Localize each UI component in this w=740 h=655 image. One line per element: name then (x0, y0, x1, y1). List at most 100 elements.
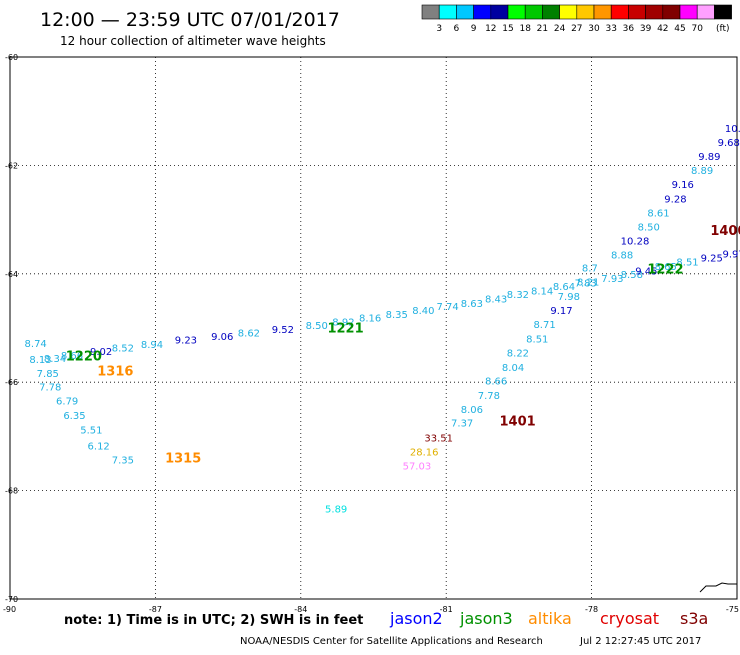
wave-height-value: 8.13 (29, 355, 51, 366)
legend-tick-label: 3 (436, 24, 442, 34)
legend-tick-label: 24 (554, 24, 566, 34)
wave-height-value: 8.62 (238, 329, 260, 340)
wave-height-value: 8.34 (44, 354, 66, 365)
legend-swatch (456, 4, 474, 20)
legend-swatch (524, 4, 543, 20)
pass-time-label: 1220 (66, 350, 102, 365)
latitude-label: -70 (5, 595, 18, 604)
wave-height-value: 57.03 (403, 461, 432, 472)
wave-height-value: 9.06 (211, 332, 233, 343)
legend-tick-label: 33 (605, 24, 616, 34)
wave-height-value: 8.43 (485, 295, 507, 306)
pass-time-label: 1400 (710, 224, 740, 239)
legend-swatch (714, 4, 732, 20)
wave-height-value: 9.68 (718, 138, 740, 149)
legend-tick-label: 36 (623, 24, 635, 34)
wave-height-points: 8.748.138.348.66 9.02 8.52 8.94 9.23 9.06 8.62… (25, 110, 740, 516)
wave-height-value: 8.06 (461, 405, 483, 416)
axis-labels: -60 -62 -64 -66 -68 -70-90 -87 -84 -81 -78 -75 (3, 53, 739, 614)
wave-height-value: 8.32 (507, 290, 529, 301)
wave-height-value: 7.85 (37, 369, 59, 380)
plot-frame (9, 56, 738, 600)
longitude-label: -84 (294, 605, 307, 614)
wave-height-value: 8.35 (386, 310, 408, 321)
wave-height-value: 8.94 (141, 340, 163, 351)
satellite-name-jason3: jason3 (459, 609, 513, 628)
satellite-legend: jason2 jason3 altika cryosat s3a (389, 609, 708, 628)
longitude-label: -81 (440, 605, 453, 614)
timestamp-text: Jul 2 12:27:45 UTC 2017 (579, 636, 701, 647)
wave-height-value: 8.16 (359, 313, 381, 324)
wave-height-value: 6.35 (63, 411, 85, 422)
wave-height-value: 7.78 (39, 382, 61, 393)
wave-height-value: 6.12 (88, 441, 110, 452)
legend-tick-label: 42 (657, 24, 668, 34)
wave-height-value: 7.35 (112, 456, 134, 467)
satellite-name-jason2: jason2 (389, 609, 443, 628)
longitude-label: -90 (3, 605, 16, 614)
wave-height-value: 7.83 (575, 278, 597, 289)
satellite-name-cryosat: cryosat (600, 609, 659, 628)
wave-height-value: 8.92 (332, 317, 354, 328)
wave-height-value: 8.64 (553, 282, 575, 293)
wave-height-value: 8.50 (306, 321, 328, 332)
wave-height-value: 9.28 (664, 194, 686, 205)
pass-time-label: 1315 (165, 451, 201, 466)
color-legend-labels: 3 6 9 12 15 18 21 24 27 30 33 36 39 42 45 70 (436, 24, 703, 34)
wave-height-value: 8.58 (621, 270, 643, 281)
legend-tick-label: 18 (519, 24, 531, 34)
legend-swatch (559, 4, 578, 20)
legend-swatch (628, 4, 646, 20)
latitude-label: -60 (5, 53, 18, 62)
wave-height-value: 6.79 (56, 396, 78, 407)
legend-swatch (610, 4, 629, 20)
wave-height-value: 10.40 (725, 124, 740, 135)
wave-height-value: 9.45 (635, 266, 657, 277)
wave-height-value: 8.40 (412, 306, 434, 317)
figure-subtitle: 12 hour collection of altimeter wave hei… (60, 34, 326, 48)
wave-height-value: 8.51 (526, 335, 548, 346)
legend-swatch (421, 4, 440, 20)
legend-tick-label: 12 (485, 24, 496, 34)
wave-height-value: 9.17 (550, 306, 572, 317)
wave-height-value: 8.61 (647, 208, 669, 219)
wave-height-value: 8.14 (531, 286, 553, 297)
wave-height-value: 8.52 (112, 343, 134, 354)
wave-height-value: 5.89 (325, 504, 347, 515)
figure-title: 12:00 — 23:59 UTC 07/01/2017 (40, 9, 340, 31)
wave-height-value: 33.51 (424, 433, 453, 444)
longitude-label: -78 (585, 605, 598, 614)
legend-tick-label: 30 (588, 24, 600, 34)
wave-height-value: 8.65 (655, 262, 677, 273)
wave-height-value: 8.74 (25, 339, 47, 350)
wave-height-value: 8.66 (61, 351, 83, 362)
color-legend (421, 4, 732, 20)
wave-height-value: 7.37 (451, 419, 473, 430)
wave-height-value: 9.23 (175, 336, 197, 347)
latitude-label: -62 (5, 161, 18, 170)
legend-tick-label: 9 (471, 24, 477, 34)
legend-swatch (679, 4, 698, 20)
legend-tick-label: 6 (454, 24, 460, 34)
wave-height-value: 8.89 (691, 166, 713, 177)
legend-swatch (473, 4, 492, 20)
legend-tick-label: 27 (571, 24, 582, 34)
wave-height-value: 8.63 (461, 299, 483, 310)
legend-unit-label: (ft) (716, 24, 730, 34)
wave-height-value: 7.78 (478, 391, 500, 402)
legend-swatch (696, 4, 715, 20)
wave-height-value: 8.04 (502, 363, 524, 374)
legend-tick-label: 70 (691, 24, 703, 34)
legend-swatch (507, 4, 526, 20)
wave-height-value: 7.98 (558, 292, 580, 303)
pass-time-label: 1221 (327, 321, 363, 336)
wave-height-value: 8.51 (676, 258, 698, 269)
graticule-grid (10, 57, 737, 599)
pass-time-label: 1316 (97, 365, 133, 380)
longitude-label: -75 (726, 605, 739, 614)
wave-height-value: 8.21 (577, 278, 599, 289)
wave-height-value: 8.7 (582, 264, 598, 275)
